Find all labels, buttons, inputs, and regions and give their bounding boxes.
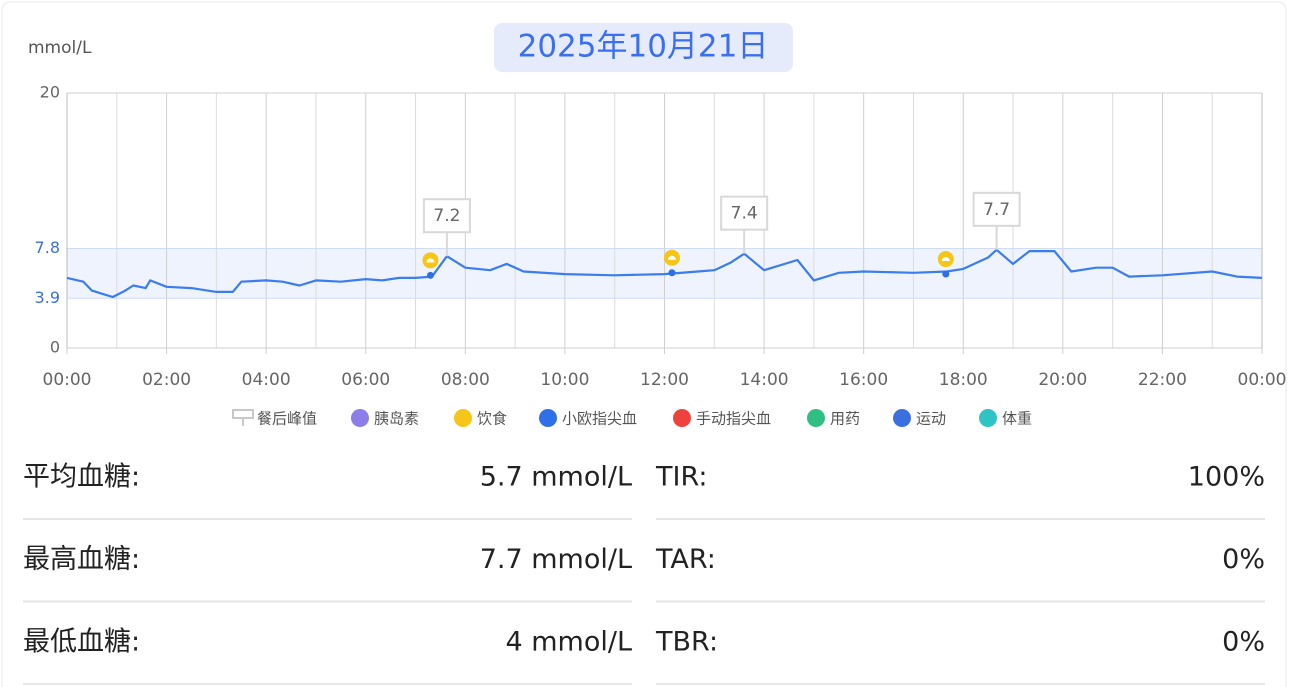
food-icon-glyph (426, 258, 435, 263)
legend-label[interactable]: 胰岛素 (374, 410, 419, 428)
x-tick-label: 10:00 (540, 370, 589, 390)
x-tick-label: 08:00 (441, 370, 490, 390)
y-tick-label: 0 (50, 338, 60, 357)
legend-icon (673, 409, 691, 427)
legend-label[interactable]: 用药 (830, 410, 860, 428)
peak-box (720, 195, 769, 231)
stat-label: 平均血糖: (23, 462, 140, 493)
peak-box (972, 191, 1021, 227)
legend-label[interactable]: 小欧指尖血 (562, 410, 637, 428)
legend-icon (539, 409, 557, 427)
stat-value: 5.7 mmol/L (480, 462, 632, 493)
stat-label: TIR: (655, 462, 707, 493)
stat-value: 0% (1222, 544, 1265, 575)
title: 2025年10月21日 (518, 29, 769, 65)
stat-value: 7.7 mmol/L (480, 544, 632, 575)
title-bg (494, 23, 793, 72)
stat-value: 4 mmol/L (505, 627, 632, 658)
legend-icon (979, 409, 997, 427)
finger-blood-point (426, 271, 434, 279)
legend-label[interactable]: 运动 (916, 410, 946, 428)
legend-icon (893, 409, 911, 427)
peak-box (422, 198, 471, 234)
stat-label: 最低血糖: (23, 627, 140, 658)
x-tick-label: 12:00 (640, 370, 689, 390)
stat-label: TAR: (655, 544, 716, 575)
glucose-line (66, 248, 1263, 299)
y-tick-label: 3.9 (35, 288, 60, 307)
stat-value: 100% (1188, 462, 1265, 493)
legend-icon (807, 409, 825, 427)
finger-blood-point (942, 270, 950, 278)
finger-blood-point (668, 269, 676, 277)
legend-label[interactable]: 饮食 (477, 410, 507, 428)
x-tick-label: 00:00 (1238, 370, 1287, 390)
x-tick-label: 18:00 (939, 370, 988, 390)
y-tick-label: 20 (40, 83, 60, 102)
stat-value: 0% (1222, 627, 1265, 658)
x-tick-label: 06:00 (341, 370, 390, 390)
legend-label[interactable]: 体重 (1002, 410, 1032, 428)
legend-icon (454, 409, 472, 427)
x-tick-label: 20:00 (1038, 370, 1087, 390)
stat-label: TBR: (655, 627, 718, 658)
x-tick-label: 00:00 (43, 370, 92, 390)
food-icon-glyph (941, 257, 950, 262)
stat-label: 最高血糖: (23, 544, 140, 575)
food-icon-glyph (667, 255, 676, 260)
legend-icon (351, 409, 369, 427)
peak-label: 7.4 (731, 204, 758, 224)
legend-label[interactable]: 餐后峰值 (257, 410, 317, 428)
peak-label: 7.2 (433, 206, 460, 226)
peak-label: 7.7 (983, 200, 1010, 220)
x-tick-label: 14:00 (740, 370, 789, 390)
y-axis-unit: mmol/L (28, 38, 92, 58)
legend-label[interactable]: 手动指尖血 (696, 410, 771, 428)
y-tick-label: 7.8 (35, 238, 60, 257)
x-tick-label: 04:00 (242, 370, 291, 390)
x-tick-label: 02:00 (142, 370, 191, 390)
x-tick-label: 16:00 (839, 370, 888, 390)
x-tick-label: 22:00 (1138, 370, 1187, 390)
